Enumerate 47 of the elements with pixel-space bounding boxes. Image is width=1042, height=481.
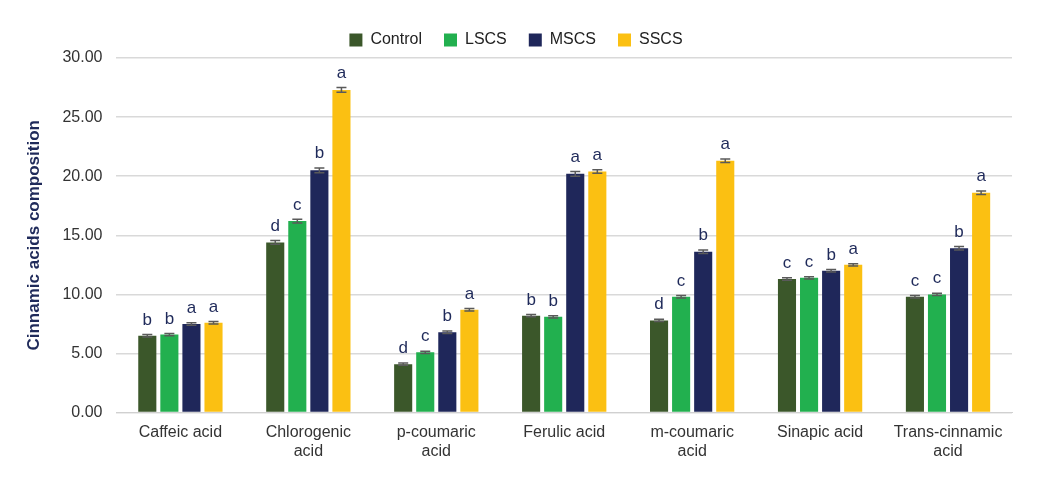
x-tick-label: m-coumaric acid [650, 422, 734, 459]
data-label: b [442, 306, 453, 326]
legend-label: MSCS [549, 30, 597, 48]
data-label: d [398, 338, 408, 358]
data-label: a [976, 166, 987, 186]
data-label: d [270, 215, 280, 235]
data-label: d [654, 294, 664, 314]
data-label: c [293, 194, 303, 214]
y-tick-label: 10.00 [62, 284, 103, 302]
x-tick-label: p-coumaric acid [396, 422, 476, 459]
data-label: b [526, 289, 536, 309]
y-tick-label: 30.00 [62, 48, 103, 66]
data-label: a [570, 146, 581, 166]
data-label: a [848, 238, 859, 258]
data-label: b [954, 221, 964, 241]
data-label: c [932, 268, 942, 288]
data-label: b [548, 290, 558, 310]
data-label: a [208, 296, 219, 316]
data-label: b [164, 308, 175, 328]
y-axis-title: Cinnamic acids composition [23, 120, 43, 351]
x-tick-label: Chlorogenic acid [265, 422, 352, 459]
y-tick-label: 20.00 [62, 166, 103, 184]
x-tick-label: Trans-cinnamic acid [893, 422, 1003, 459]
data-label: c [421, 326, 430, 346]
data-label: c [782, 253, 792, 273]
data-label: c [910, 270, 920, 290]
y-tick-label: 0.00 [71, 403, 103, 421]
x-tick-label: Caffeic acid [138, 422, 223, 440]
data-label: a [720, 134, 731, 154]
data-label: b [314, 143, 325, 163]
y-tick-label: 5.00 [71, 343, 103, 361]
x-tick-label: Sinapic acid [776, 422, 864, 440]
legend-label: LSCS [464, 30, 507, 48]
legend-label: Control [370, 30, 422, 48]
y-tick-label: 25.00 [62, 107, 103, 125]
data-label: a [186, 297, 197, 317]
data-label: a [464, 283, 475, 303]
data-label: a [336, 62, 347, 82]
data-label: b [826, 244, 836, 264]
data-label: b [142, 309, 153, 329]
data-label: c [676, 270, 686, 290]
y-tick-label: 15.00 [62, 225, 103, 243]
x-tick-label: Ferulic acid [523, 422, 606, 440]
legend-label: SSCS [639, 30, 683, 48]
data-label: c [804, 251, 814, 271]
data-label: a [592, 144, 603, 164]
data-label: b [698, 225, 708, 245]
